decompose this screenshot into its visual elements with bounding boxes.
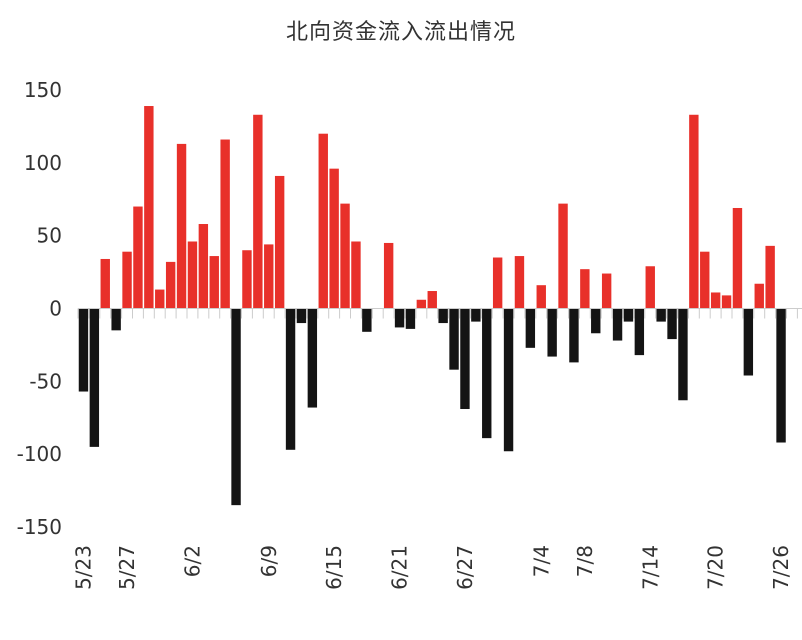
inflow-bar <box>492 257 503 309</box>
inflow-bar <box>732 207 743 309</box>
inflow-bar <box>100 258 110 309</box>
inflow-bar <box>351 241 361 309</box>
outflow-bar <box>460 308 470 410</box>
inflow-bar <box>689 114 699 309</box>
outflow-bar <box>111 308 121 331</box>
x-tick-label: 7/20 <box>704 545 728 590</box>
inflow-bar <box>133 206 143 309</box>
inflow-bar <box>274 175 285 309</box>
x-tick-label: 6/2 <box>180 545 204 577</box>
zero-baseline <box>77 308 802 319</box>
outflow-bar <box>656 308 666 322</box>
inflow-bar <box>144 106 154 309</box>
outflow-bar <box>678 308 688 401</box>
outflow-bar <box>285 308 296 450</box>
inflow-bar <box>318 133 328 309</box>
inflow-bar <box>580 269 590 309</box>
outflow-bar <box>296 308 307 324</box>
outflow-bar <box>623 308 634 322</box>
outflow-bar <box>591 308 601 334</box>
outflow-bar <box>482 308 492 439</box>
inflow-bar <box>176 143 187 309</box>
outflow-bar <box>776 308 786 443</box>
x-tick-label: 6/9 <box>257 545 281 577</box>
inflow-bar <box>710 292 721 309</box>
outflow-bar <box>438 308 448 324</box>
y-tick-label: 150 <box>24 78 62 102</box>
outflow-bar <box>231 308 241 506</box>
outflow-bar <box>405 308 416 329</box>
y-tick-label: 100 <box>24 151 62 175</box>
outflow-bar <box>503 308 514 452</box>
inflow-bar <box>187 241 198 309</box>
inflow-bar <box>514 256 525 309</box>
inflow-bar <box>558 203 568 309</box>
outflow-bar <box>471 308 481 322</box>
x-axis: 5/23 5/27 6/2 6/9 6/15 6/21 6/27 7/4 7/8 7/14 7/20… <box>71 545 793 590</box>
x-tick-label: 6/27 <box>453 545 477 590</box>
inflow-bar <box>340 203 350 309</box>
outflow-bar <box>307 308 318 408</box>
inflow-bar <box>242 250 252 309</box>
y-tick-label: 50 <box>37 224 62 248</box>
inflow-bar <box>209 256 219 309</box>
inflow-bar <box>721 295 732 309</box>
x-tick-label: 7/4 <box>529 545 553 577</box>
x-tick-label: 7/8 <box>573 545 597 577</box>
outflow-bar <box>634 308 645 356</box>
y-tick-label: 0 <box>49 297 62 321</box>
inflow-bar <box>165 261 176 309</box>
y-tick-label: -100 <box>17 442 62 466</box>
inflow-bar <box>155 289 165 309</box>
inflow-bar <box>427 291 437 309</box>
outflow-bar <box>394 308 405 328</box>
y-tick-label: -150 <box>17 515 62 539</box>
outflow-bar <box>362 308 372 332</box>
x-tick-label: 7/26 <box>769 545 793 590</box>
inflow-bar <box>645 266 655 309</box>
outflow-bar <box>78 308 89 392</box>
bars-group <box>78 106 786 506</box>
outflow-bar <box>449 308 459 370</box>
inflow-bar <box>220 139 230 309</box>
outflow-bar <box>547 308 557 357</box>
y-axis: 150 100 50 0 -50 -100 -150 <box>17 78 62 539</box>
outflow-bar <box>667 308 677 340</box>
inflow-bar <box>122 251 132 309</box>
outflow-bar <box>612 308 623 341</box>
outflow-bar <box>525 308 536 348</box>
inflow-bar <box>765 245 775 309</box>
outflow-bar <box>569 308 579 363</box>
x-tick-label: 6/21 <box>388 545 412 590</box>
inflow-bar <box>383 242 394 309</box>
x-tick-label: 5/23 <box>71 545 95 590</box>
outflow-bar <box>743 308 754 376</box>
chart-title: 北向资金流入流出情况 <box>285 20 516 45</box>
inflow-bar <box>536 285 546 309</box>
inflow-bar <box>700 251 710 309</box>
x-tick-label: 7/14 <box>638 545 662 590</box>
x-tick-label: 6/15 <box>322 545 346 590</box>
inflow-bar <box>264 244 274 309</box>
inflow-bar <box>198 224 209 309</box>
inflow-bar <box>253 114 263 309</box>
outflow-bar <box>89 308 100 447</box>
x-tick-label: 5/27 <box>115 545 139 590</box>
inflow-bar <box>416 299 427 309</box>
inflow-bar <box>329 168 339 309</box>
y-tick-label: -50 <box>29 369 62 393</box>
inflow-bar <box>601 273 612 309</box>
inflow-bar <box>754 283 764 309</box>
